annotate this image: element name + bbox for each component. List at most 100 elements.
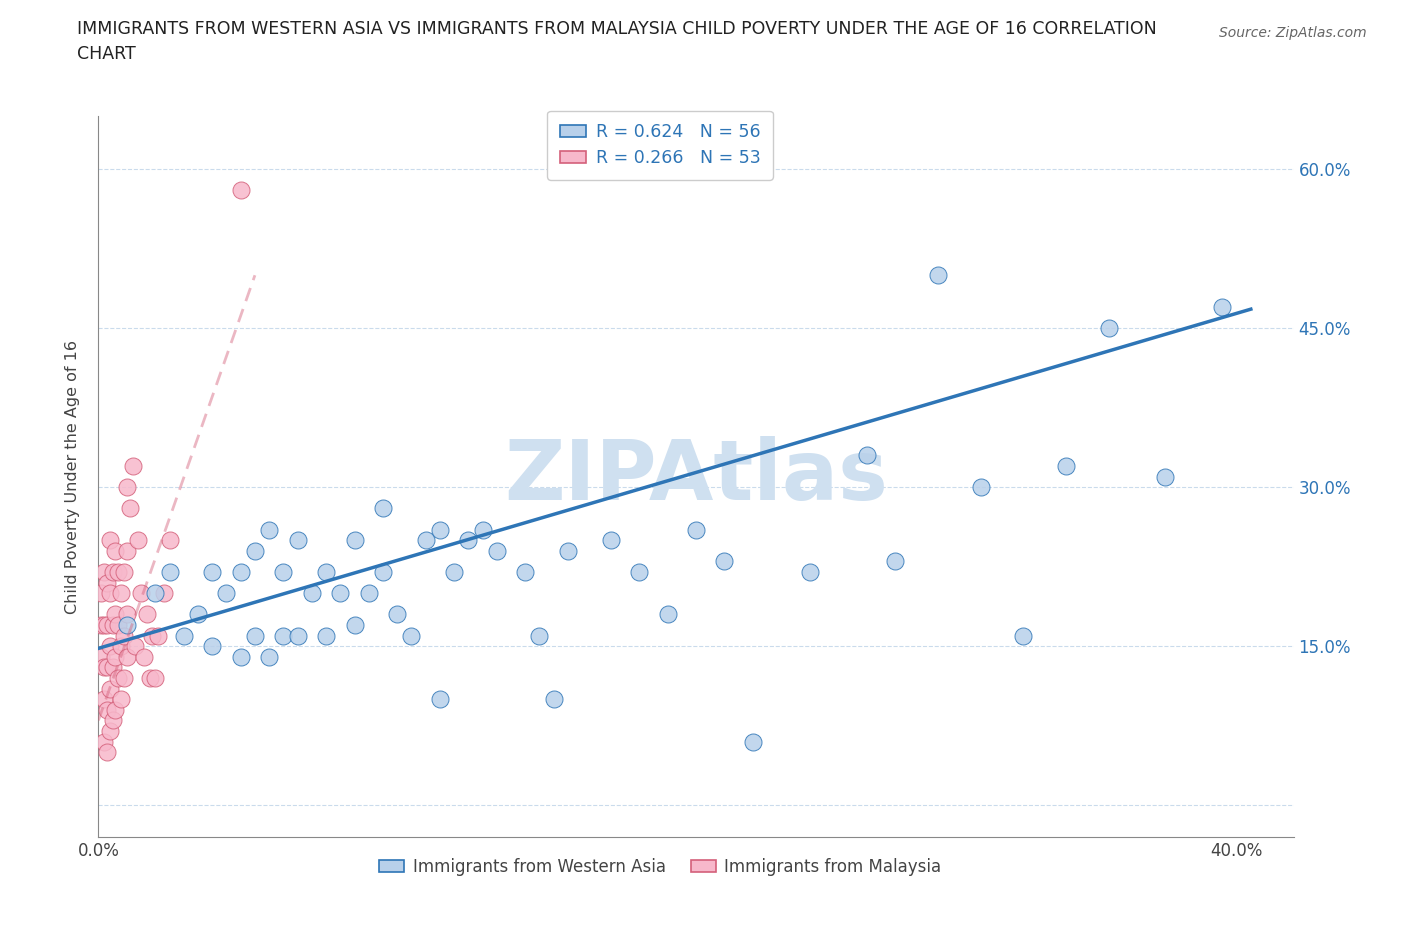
- Point: [855, 448, 877, 463]
- Point: [148, 628, 170, 643]
- Point: [96, 575, 118, 590]
- Point: [96, 745, 118, 760]
- Point: [329, 586, 352, 601]
- Point: [115, 649, 138, 664]
- Point: [657, 607, 679, 622]
- Point: [115, 543, 138, 558]
- Point: [110, 639, 132, 654]
- Point: [1211, 299, 1233, 314]
- Point: [98, 639, 121, 654]
- Text: IMMIGRANTS FROM WESTERN ASIA VS IMMIGRANTS FROM MALAYSIA CHILD POVERTY UNDER THE: IMMIGRANTS FROM WESTERN ASIA VS IMMIGRAN…: [77, 20, 1157, 38]
- Point: [110, 692, 132, 707]
- Point: [107, 671, 129, 685]
- Point: [115, 607, 138, 622]
- Point: [141, 628, 163, 643]
- Point: [104, 649, 127, 664]
- Point: [101, 713, 124, 728]
- Point: [110, 586, 132, 601]
- Point: [215, 586, 238, 601]
- Point: [104, 607, 127, 622]
- Point: [201, 639, 224, 654]
- Point: [884, 554, 907, 569]
- Point: [529, 628, 551, 643]
- Point: [371, 501, 394, 516]
- Point: [243, 543, 266, 558]
- Point: [104, 543, 127, 558]
- Point: [93, 660, 115, 675]
- Point: [112, 628, 135, 643]
- Point: [173, 628, 195, 643]
- Point: [93, 565, 115, 579]
- Point: [121, 458, 143, 473]
- Point: [315, 565, 337, 579]
- Text: ZIPAtlas: ZIPAtlas: [503, 436, 889, 517]
- Point: [543, 692, 565, 707]
- Point: [98, 586, 121, 601]
- Point: [969, 480, 991, 495]
- Point: [713, 554, 735, 569]
- Point: [112, 671, 135, 685]
- Text: Source: ZipAtlas.com: Source: ZipAtlas.com: [1219, 26, 1367, 40]
- Point: [599, 533, 621, 548]
- Point: [257, 522, 280, 537]
- Point: [415, 533, 437, 548]
- Point: [471, 522, 494, 537]
- Point: [115, 480, 138, 495]
- Point: [127, 533, 149, 548]
- Point: [1097, 321, 1119, 336]
- Point: [107, 565, 129, 579]
- Point: [429, 692, 451, 707]
- Text: CHART: CHART: [77, 45, 136, 62]
- Point: [343, 533, 366, 548]
- Point: [98, 533, 121, 548]
- Point: [229, 649, 252, 664]
- Point: [1012, 628, 1035, 643]
- Point: [101, 618, 124, 632]
- Point: [273, 628, 295, 643]
- Point: [371, 565, 394, 579]
- Point: [229, 183, 252, 198]
- Point: [685, 522, 707, 537]
- Point: [135, 607, 157, 622]
- Point: [385, 607, 409, 622]
- Point: [515, 565, 537, 579]
- Point: [401, 628, 423, 643]
- Point: [143, 671, 166, 685]
- Point: [287, 628, 309, 643]
- Point: [96, 660, 118, 675]
- Point: [153, 586, 176, 601]
- Point: [98, 681, 121, 696]
- Point: [129, 586, 152, 601]
- Point: [101, 660, 124, 675]
- Point: [429, 522, 451, 537]
- Point: [118, 501, 141, 516]
- Point: [132, 649, 155, 664]
- Point: [159, 533, 181, 548]
- Point: [93, 734, 115, 749]
- Point: [104, 702, 127, 717]
- Point: [741, 734, 763, 749]
- Point: [557, 543, 579, 558]
- Point: [159, 565, 181, 579]
- Point: [229, 565, 252, 579]
- Point: [138, 671, 160, 685]
- Point: [96, 702, 118, 717]
- Point: [1154, 470, 1177, 485]
- Point: [101, 565, 124, 579]
- Point: [115, 618, 138, 632]
- Point: [107, 618, 129, 632]
- Point: [799, 565, 821, 579]
- Point: [273, 565, 295, 579]
- Point: [287, 533, 309, 548]
- Point: [124, 639, 146, 654]
- Point: [485, 543, 508, 558]
- Point: [90, 586, 112, 601]
- Point: [927, 268, 949, 283]
- Point: [201, 565, 224, 579]
- Point: [93, 618, 115, 632]
- Legend: Immigrants from Western Asia, Immigrants from Malaysia: Immigrants from Western Asia, Immigrants…: [373, 851, 948, 883]
- Y-axis label: Child Poverty Under the Age of 16: Child Poverty Under the Age of 16: [65, 339, 80, 614]
- Point: [315, 628, 337, 643]
- Point: [243, 628, 266, 643]
- Point: [98, 724, 121, 738]
